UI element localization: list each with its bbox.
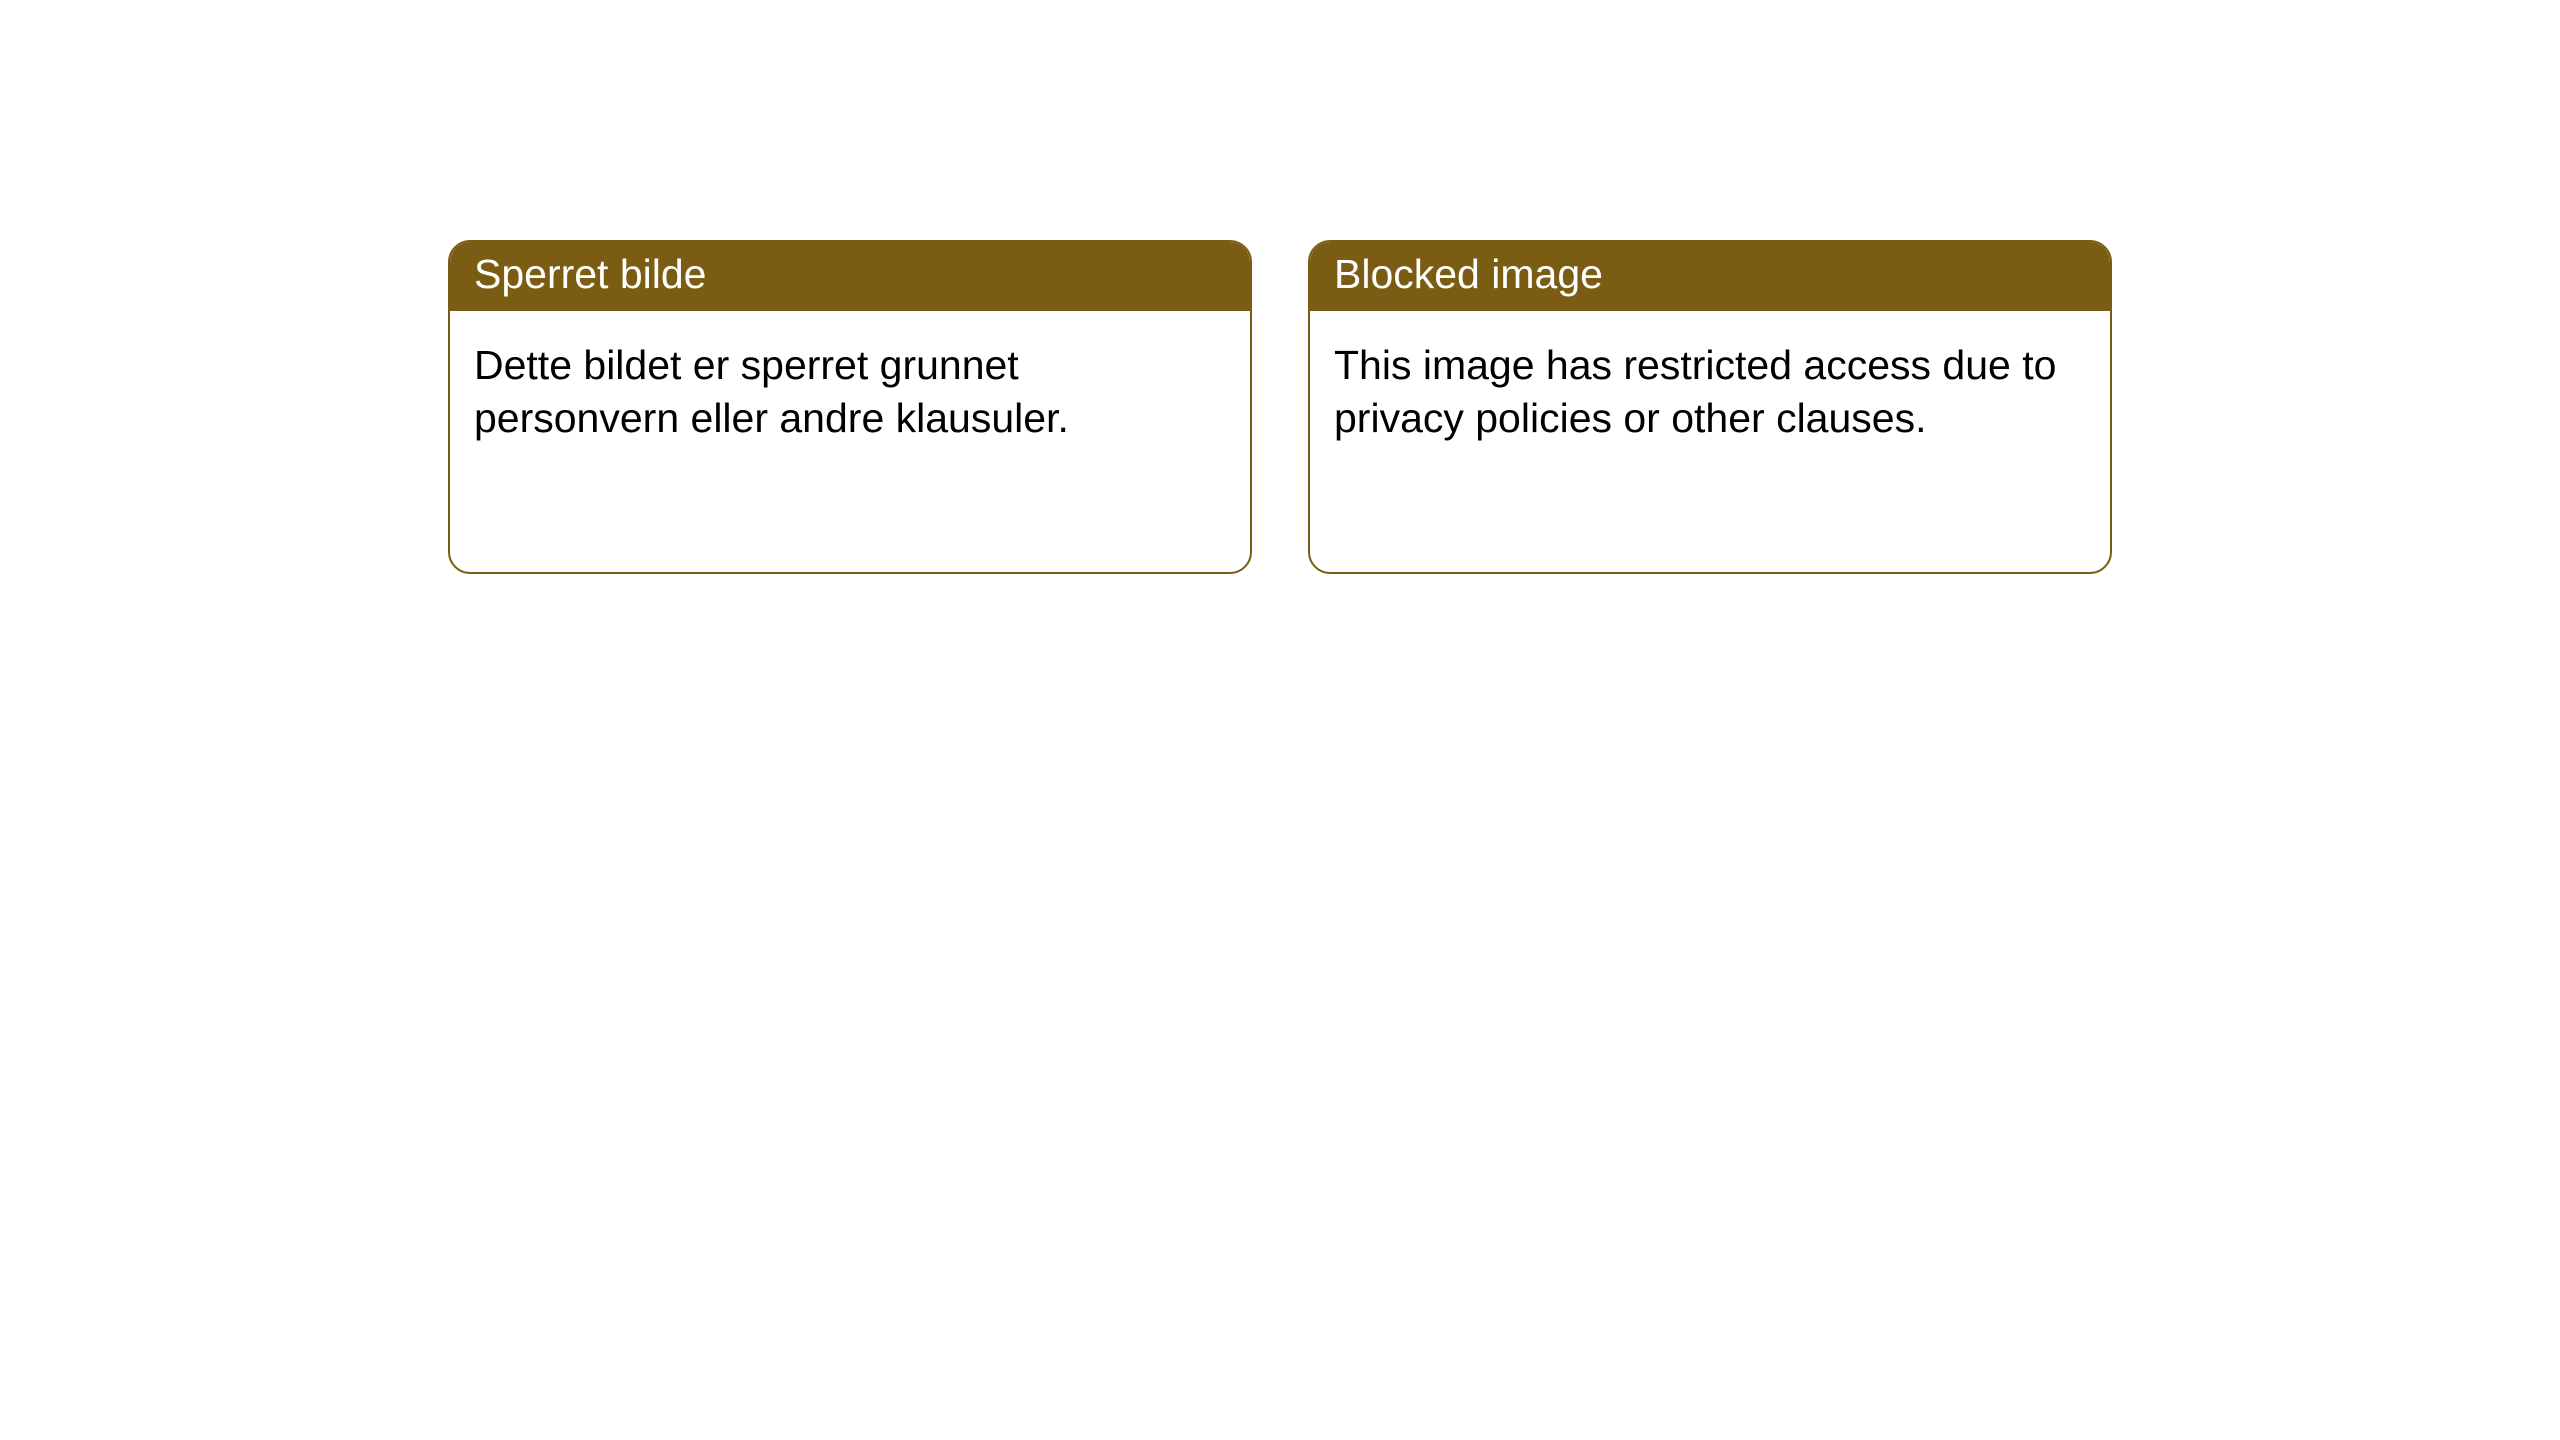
- notice-card-english: Blocked image This image has restricted …: [1308, 240, 2112, 574]
- notice-header: Blocked image: [1310, 242, 2110, 311]
- notice-header: Sperret bilde: [450, 242, 1250, 311]
- notice-body: Dette bildet er sperret grunnet personve…: [450, 311, 1250, 472]
- notice-card-norwegian: Sperret bilde Dette bildet er sperret gr…: [448, 240, 1252, 574]
- notice-container: Sperret bilde Dette bildet er sperret gr…: [448, 240, 2112, 574]
- notice-body: This image has restricted access due to …: [1310, 311, 2110, 472]
